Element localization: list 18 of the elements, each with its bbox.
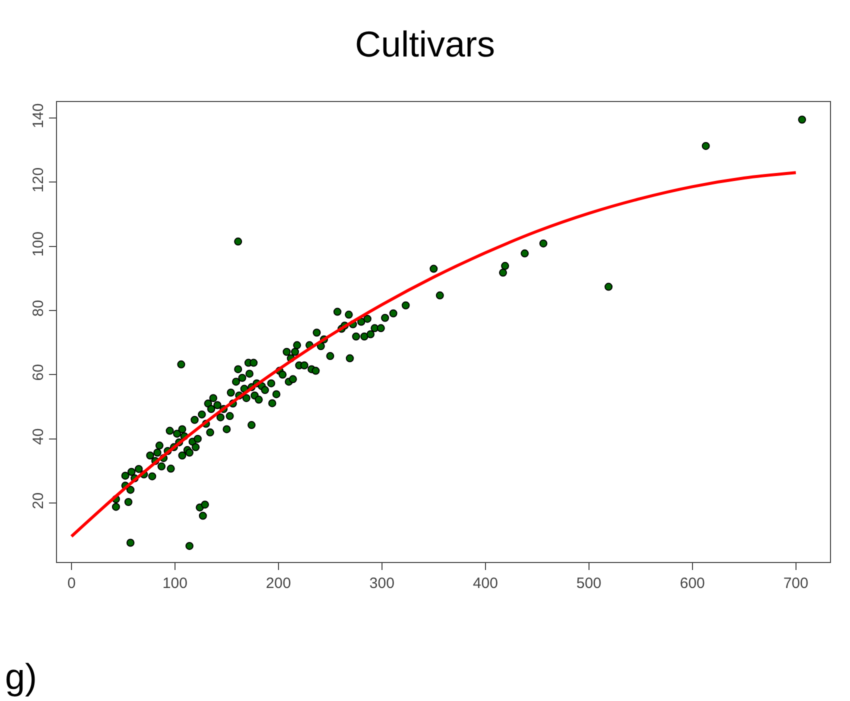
chart-title: Cultivars <box>354 24 496 65</box>
y-tick-label: 60 <box>30 364 47 381</box>
y-tick-label: 40 <box>30 428 47 445</box>
line-series <box>70 171 798 538</box>
y-tick-label: 100 <box>30 232 47 257</box>
x-tick-label: 0 <box>67 575 76 592</box>
x-tick-label: 100 <box>162 575 188 592</box>
y-tick-label: 140 <box>30 103 47 128</box>
x-tick-label: 600 <box>680 575 705 592</box>
x-tick-label: 700 <box>783 575 808 592</box>
x-tick-label: 300 <box>369 575 394 592</box>
x-tick-label: 500 <box>576 575 602 592</box>
x-tick-label: 200 <box>266 575 291 592</box>
y-tick-label: 80 <box>30 300 47 317</box>
y-tick-label: 120 <box>30 167 47 192</box>
y-tick-label: 20 <box>30 492 47 510</box>
x-tick-label: 400 <box>472 575 498 592</box>
text: g) <box>5 656 38 697</box>
